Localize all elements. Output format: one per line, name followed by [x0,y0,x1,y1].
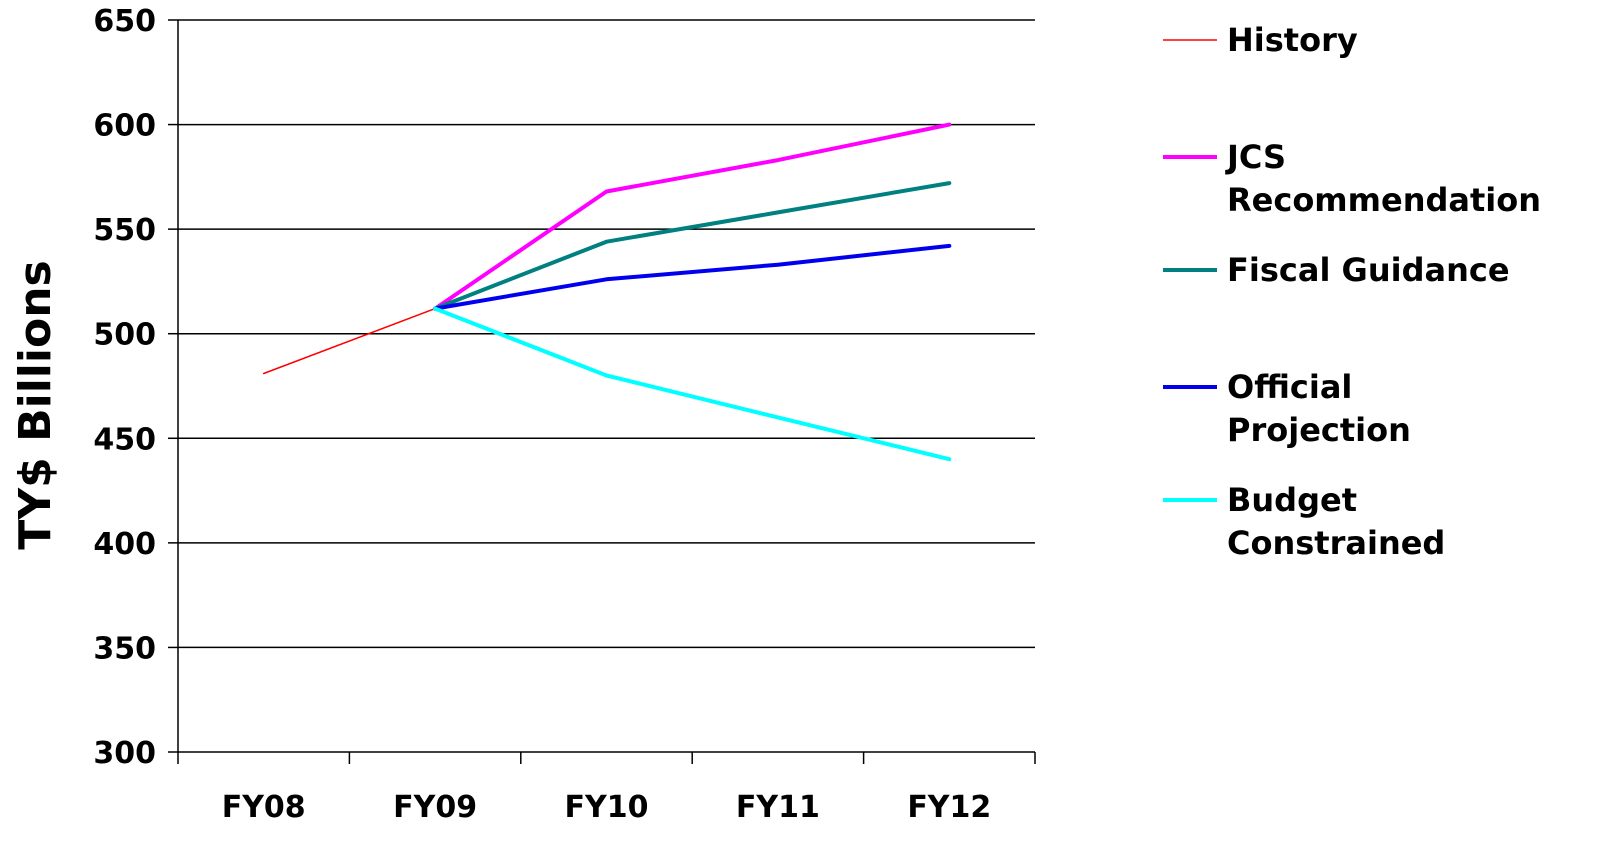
legend-item-official-projection: Official Projection [1163,368,1411,449]
y-tick-label: 400 [93,527,156,562]
y-tick-label: 550 [93,213,156,248]
legend-label: Official Projection [1227,368,1411,449]
legend-label: JCS Recommendation [1225,138,1541,219]
x-tick-label: FY09 [393,790,477,825]
legend-item-fiscal-guidance: Fiscal Guidance [1163,251,1510,289]
legend-label: Budget Constrained [1227,481,1445,562]
legend-item-jcs-recommendation: JCS Recommendation [1163,138,1541,219]
y-tick-label: 350 [93,631,156,666]
y-tick-label: 450 [93,422,156,457]
y-tick-label: 650 [93,4,156,39]
series-line-history [262,307,436,375]
x-axis-ticks: FY08 FY09 FY10 FY11 FY12 [177,752,1036,825]
x-tick-label: FY12 [907,790,991,825]
series-line-budget-constrained [433,306,952,462]
y-tick-label: 300 [93,736,156,771]
legend: History JCS Recommendation Fiscal Guidance O… [1163,21,1541,562]
gridlines [178,19,1035,649]
series-lines [262,122,952,462]
series-line-jcs-recommendation [433,122,952,311]
series-line-official-projection [433,243,952,311]
y-axis-title: TY$ Billions [10,260,61,549]
y-axis-ticks: 300 350 400 450 500 550 600 650 [93,4,178,771]
x-tick-label: FY11 [736,790,820,825]
series-line-fiscal-guidance [433,181,952,311]
x-tick-label: FY10 [565,790,649,825]
legend-item-budget-constrained: Budget Constrained [1163,481,1445,562]
legend-label: History [1227,21,1358,59]
legend-label: Fiscal Guidance [1227,251,1510,289]
x-tick-label: FY08 [222,790,306,825]
y-tick-label: 500 [93,318,156,353]
y-tick-label: 600 [93,109,156,144]
axes [177,20,1035,753]
legend-item-history: History [1163,21,1358,59]
